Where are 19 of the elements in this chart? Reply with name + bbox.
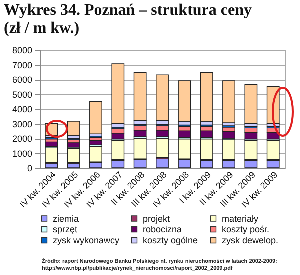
legend-label: materiały xyxy=(222,214,260,224)
y-tick-label: 1000 xyxy=(12,148,32,159)
legend-label: projekt xyxy=(143,214,171,224)
y-tick-label: 2000 xyxy=(12,134,32,144)
legend-label: koszty pośr. xyxy=(222,224,270,234)
y-tick-label: 3000 xyxy=(12,119,32,130)
y-tick-label: 8000 xyxy=(12,46,32,56)
y-tick-label: 6000 xyxy=(12,75,32,85)
y-tick-label: 4000 xyxy=(12,104,32,114)
chart-title: Wykres 34. Poznań – struktura ceny (zł / m kw.) xyxy=(4,2,252,37)
legend-label: robocizna xyxy=(143,224,182,234)
y-tick-label: 7000 xyxy=(12,60,32,70)
legend-label: sprzęt xyxy=(53,224,78,234)
legend-label: ziemia xyxy=(53,214,80,224)
y-tick-label: 5000 xyxy=(12,90,32,100)
legend-label: zysk dewelop. xyxy=(222,236,279,246)
legend-label: zysk wykonawcy xyxy=(53,236,120,246)
legend-label: koszty ogólne xyxy=(143,236,198,246)
y-tick-label: 0 xyxy=(27,164,32,174)
